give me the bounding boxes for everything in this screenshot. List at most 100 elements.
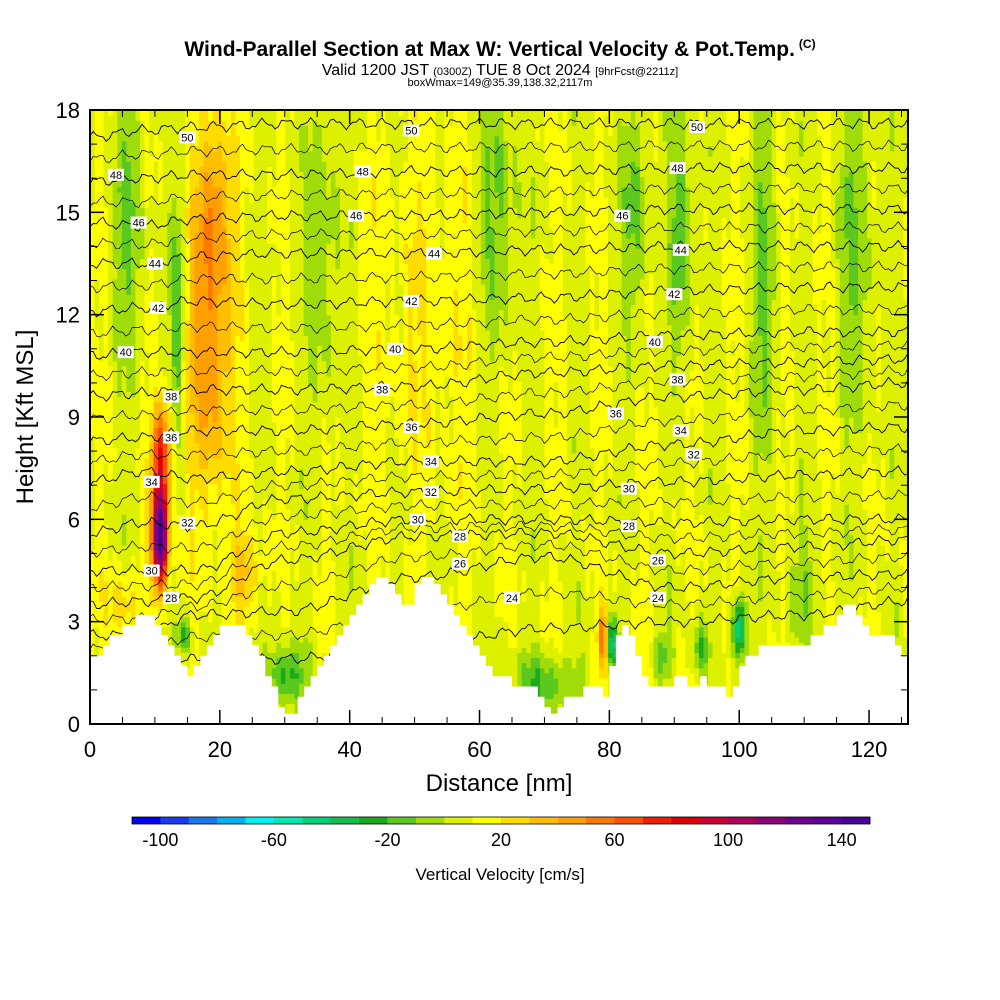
isentrope-line: [90, 239, 908, 269]
contour-label: 50: [179, 131, 196, 144]
contour-label: 38: [163, 390, 180, 404]
colorbar-tick-label: 20: [491, 830, 511, 850]
contour-label: 28: [620, 520, 637, 533]
colorbar-swatch: [245, 817, 275, 824]
contour-label: 48: [107, 168, 124, 182]
y-tick-label: 9: [68, 405, 80, 430]
valid-time-prefix: Valid 1200 JST: [322, 62, 429, 79]
contour-label: 46: [614, 209, 631, 223]
colorbar-swatch: [728, 817, 757, 824]
isentrope-line: [90, 303, 908, 338]
colorbar-swatch: [444, 817, 474, 824]
colorbar-swatch: [614, 817, 644, 824]
isentrope-line: [90, 116, 908, 142]
x-tick-label: 20: [208, 737, 232, 762]
x-tick-label: 100: [721, 737, 758, 762]
copyright-mark: (C): [799, 37, 816, 51]
isentrope-line: [90, 465, 908, 538]
colorbar-swatch: [330, 817, 360, 824]
colorbar-swatch: [132, 817, 161, 824]
contour-label: 42: [666, 288, 683, 301]
velocity-field: [90, 110, 908, 724]
colorbar-tick-label: 60: [605, 830, 625, 850]
colorbar: -100 -60 -20 20 60 100 140: [131, 816, 871, 850]
colorbar-swatch: [756, 817, 786, 824]
isentrope-line: [90, 512, 908, 578]
colorbar-swatch: [841, 817, 871, 824]
terrain: [90, 577, 908, 724]
colorbar-tick-label: 140: [827, 830, 857, 850]
colorbar-swatch: [586, 817, 615, 824]
contour-label: 32: [179, 516, 196, 530]
contour-label: 24: [503, 591, 520, 605]
colorbar-swatch: [699, 817, 729, 824]
contour-label: 28: [163, 591, 180, 605]
colorbar-label: Vertical Velocity [cm/s]: [415, 865, 584, 884]
contour-label: 40: [117, 346, 134, 359]
chart-title: Wind-Parallel Section at Max W: Vertical…: [0, 37, 1000, 62]
isentrope-line: [90, 527, 908, 610]
colorbar-swatch: [813, 817, 843, 824]
isentrope-line: [90, 280, 908, 318]
colorbar-swatch: [359, 817, 388, 824]
y-tick-label: 18: [56, 98, 80, 123]
isentrope-line: [90, 202, 908, 232]
x-tick-label: 0: [84, 737, 96, 762]
chart-subtitle: Valid 1200 JST (0300Z) TUE 8 Oct 2024 [9…: [0, 62, 1000, 80]
contour-label: 36: [403, 421, 420, 434]
contour-label: 48: [354, 165, 371, 178]
colorbar-swatch: [557, 817, 587, 824]
colorbar-swatch: [302, 817, 332, 824]
colorbar-tick-label: -60: [261, 830, 287, 850]
colorbar-swatch: [642, 817, 672, 824]
colorbar-swatch: [160, 817, 190, 824]
colorbar-tick-label: -20: [374, 830, 400, 850]
isentrope-line: [90, 400, 908, 466]
contour-label: 46: [348, 209, 365, 223]
y-tick-label: 15: [56, 200, 80, 225]
contour-label: 32: [685, 448, 702, 462]
isentrope-line: [90, 443, 908, 512]
chart-title-main: Wind-Parallel Section at Max W: Vertical…: [184, 38, 795, 61]
x-tick-label: 120: [851, 737, 888, 762]
isentrope-line: [90, 221, 908, 250]
isentrope-line: [90, 421, 908, 486]
colorbar-swatch: [273, 817, 303, 824]
isentrope-line: [90, 364, 908, 423]
x-tick-label: 80: [597, 737, 621, 762]
y-axis-label: Height [Kft MSL]: [12, 330, 39, 505]
colorbar-swatch: [529, 817, 559, 824]
colorbar-swatch: [472, 817, 502, 824]
y-tick-label: 3: [68, 610, 80, 635]
colorbar-tick-label: 100: [713, 830, 743, 850]
contour-label: 30: [143, 564, 160, 578]
contour-label: 46: [130, 216, 147, 230]
y-tick-label: 6: [68, 507, 80, 532]
contour-label: 40: [387, 342, 404, 356]
contour-label: 36: [607, 407, 624, 421]
isentrope-line: [90, 325, 908, 360]
contour-label: 44: [426, 247, 443, 260]
contour-label: 32: [422, 486, 439, 499]
isentrope-line: [90, 376, 908, 446]
contour-label: 48: [669, 161, 686, 175]
colorbar-swatch: [671, 817, 701, 824]
isentrope-line: [90, 551, 908, 641]
contour-label: 42: [403, 295, 420, 308]
y-tick-label: 12: [56, 303, 80, 328]
contour-label: 28: [452, 530, 469, 543]
contour-label: 44: [672, 243, 689, 257]
isentrope-line: [90, 161, 908, 186]
isentrope-line: [90, 181, 908, 208]
isentrope-line: [90, 352, 908, 402]
contour-label: 42: [150, 301, 167, 315]
forecast-info: [9hrFcst@2211z]: [595, 66, 678, 78]
contour-label: 24: [650, 591, 667, 605]
isentrope-line: [90, 539, 908, 626]
x-tick-label: 40: [337, 737, 361, 762]
contour-label: 50: [689, 121, 706, 134]
contour-label: 26: [452, 557, 469, 571]
valid-date: TUE 8 Oct 2024: [476, 62, 591, 79]
contour-label: 34: [143, 475, 160, 489]
